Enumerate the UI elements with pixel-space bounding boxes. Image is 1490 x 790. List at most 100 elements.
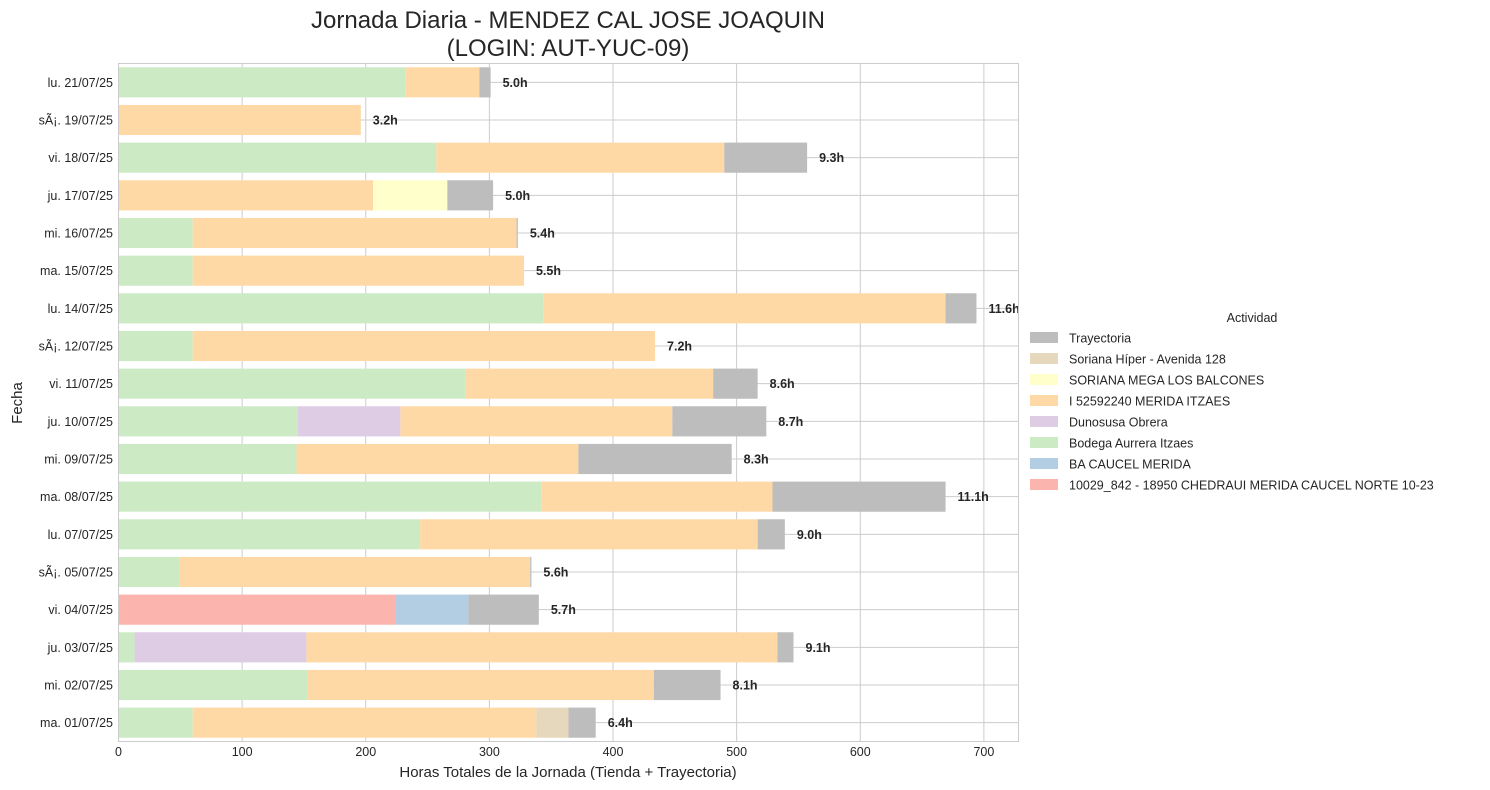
total-label: 5.7h: [551, 603, 576, 617]
total-labels: 5.0h 3.2h 9.3h 5.0h 5.4h 5.5h 11.6h 7.2h 8.6h 8.7…: [373, 76, 1020, 730]
bar-segment: [179, 556, 531, 588]
total-label: 8.3h: [744, 453, 769, 467]
x-tick-label: 300: [479, 745, 500, 759]
total-label: 8.7h: [778, 415, 803, 429]
y-tick-label: sÃ¡. 12/07/25: [39, 340, 113, 354]
total-label: 5.0h: [503, 76, 528, 90]
bar-segment: [192, 255, 524, 286]
bar-segment: [373, 180, 448, 211]
x-axis-label: Horas Totales de la Jornada (Tienda + Tr…: [399, 764, 736, 781]
bar-segment: [405, 67, 480, 98]
plot-frame: [118, 63, 1019, 742]
y-tick-label: ju. 17/07/25: [47, 189, 113, 203]
x-tick-label: 700: [973, 745, 994, 759]
bar-segment: [945, 293, 977, 324]
bar-segment: [118, 519, 421, 550]
bar-segment: [192, 217, 517, 249]
legend-swatch: [1030, 437, 1058, 448]
y-tick-label: mi. 16/07/25: [44, 227, 113, 241]
legend-label: Trayectoria: [1069, 332, 1131, 346]
x-tick-label: 400: [603, 745, 624, 759]
y-tick-label: vi. 18/07/25: [48, 151, 113, 165]
bar-segment: [118, 180, 374, 211]
legend-swatch: [1030, 458, 1058, 469]
bar-segment: [578, 443, 732, 475]
total-label: 7.2h: [667, 340, 692, 354]
total-label: 3.2h: [373, 114, 398, 128]
x-tick-label: 0: [115, 745, 122, 759]
bar-segment: [134, 632, 307, 663]
bar-segment: [118, 217, 193, 249]
y-tick-label: ju. 03/07/25: [47, 641, 113, 655]
y-tick-label: mi. 02/07/25: [44, 679, 113, 693]
bar-segment: [192, 330, 656, 362]
bar-segment: [296, 443, 579, 475]
bar-segment: [479, 67, 491, 98]
bar-segment: [536, 707, 569, 738]
y-tick-label: mi. 09/07/25: [44, 453, 113, 467]
total-label: 5.4h: [530, 227, 555, 241]
legend-swatch: [1030, 416, 1058, 427]
bar-segment: [118, 443, 297, 475]
bar-segment: [192, 707, 537, 738]
bar-segment: [420, 519, 758, 550]
bars: [118, 67, 977, 738]
total-label: 11.1h: [958, 490, 989, 504]
legend-label: Soriana Híper - Avenida 128: [1069, 353, 1226, 367]
legend-label: I 52592240 MERIDA ITZAES: [1069, 395, 1230, 409]
x-tick-label: 500: [726, 745, 747, 759]
total-label: 6.4h: [608, 716, 633, 730]
y-tick-label: vi. 04/07/25: [48, 603, 113, 617]
x-tick-label: 600: [850, 745, 871, 759]
bar-segment: [118, 594, 396, 625]
bar-segment: [395, 594, 469, 625]
bar-segment: [724, 142, 808, 173]
y-tick-label: ma. 08/07/25: [40, 490, 113, 504]
legend-label: Bodega Aurrera Itzaes: [1069, 437, 1193, 451]
bar-segment: [118, 368, 466, 399]
legend-label: BA CAUCEL MERIDA: [1069, 458, 1191, 472]
chart-title-line2: (LOGIN: AUT-YUC-09): [447, 35, 690, 62]
x-tick-label: 100: [232, 745, 253, 759]
bar-segment: [516, 217, 518, 249]
bar-segment: [713, 368, 758, 399]
legend-label: Dunosusa Obrera: [1069, 416, 1168, 430]
total-label: 11.6h: [988, 302, 1019, 316]
bar-segment: [297, 406, 401, 437]
bar-segment: [118, 707, 193, 738]
bar-segment: [568, 707, 596, 738]
y-axis-label: Fecha: [9, 382, 26, 424]
bar-segment: [777, 632, 794, 663]
total-label: 9.3h: [819, 151, 844, 165]
bar-segment: [118, 632, 135, 663]
legend-swatch: [1030, 353, 1058, 364]
bar-segment: [530, 556, 532, 588]
bar-segment: [118, 406, 298, 437]
x-tick-label: 200: [355, 745, 376, 759]
bar-segment: [541, 481, 773, 512]
bar-segment: [468, 594, 539, 625]
legend-swatch: [1030, 479, 1058, 490]
y-tick-label: ma. 15/07/25: [40, 264, 113, 278]
total-label: 5.0h: [505, 189, 530, 203]
bar-segment: [118, 330, 193, 362]
bar-segment: [307, 669, 654, 701]
bar-segment: [118, 293, 544, 324]
legend-swatch: [1030, 395, 1058, 406]
y-tick-label: lu. 14/07/25: [48, 302, 113, 316]
bar-segment: [118, 481, 542, 512]
axes: 0 100 200 300 400 500 600 700 lu. 21/07/25 sÃ¡. 1…: [39, 76, 995, 759]
legend-label: SORIANA MEGA LOS BALCONES: [1069, 374, 1264, 388]
total-label: 5.6h: [543, 566, 568, 580]
bar-segment: [653, 669, 721, 701]
total-label: 9.0h: [797, 528, 822, 542]
y-tick-label: lu. 21/07/25: [48, 76, 113, 90]
bar-segment: [118, 104, 361, 136]
bar-segment: [772, 481, 946, 512]
bar-segment: [118, 556, 180, 588]
legend-swatch: [1030, 332, 1058, 343]
y-tick-label: lu. 07/07/25: [48, 528, 113, 542]
bar-segment: [306, 632, 778, 663]
y-tick-label: ju. 10/07/25: [47, 415, 113, 429]
